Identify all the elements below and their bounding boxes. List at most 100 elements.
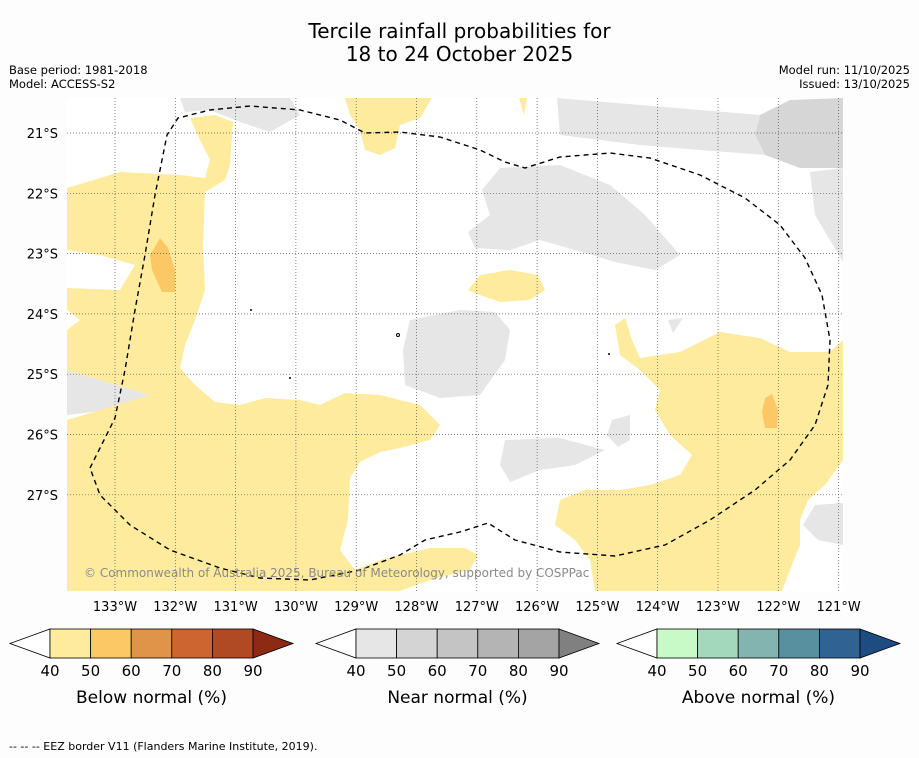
lon-label: 121°W (817, 600, 861, 615)
near-normal-region (67, 370, 150, 415)
lon-label: 127°W (455, 600, 499, 615)
colorbar-segment (477, 628, 519, 659)
colorbar-tick-label: 70 (162, 662, 181, 680)
colorbar-title: Below normal (%) (76, 688, 227, 708)
copyright-notice: © Commonwealth of Australia 2025, Bureau… (84, 566, 590, 580)
colorbar-tick-label: 50 (688, 662, 707, 680)
near-normal-region (668, 318, 683, 333)
colorbar-tick-label: 90 (243, 662, 262, 680)
below-normal-region-east (555, 318, 843, 591)
colorbar: 40 50 60 70 80 90 Above normal (%) (615, 628, 902, 708)
lat-label: 25°S (27, 368, 58, 383)
colorbar-segment (171, 628, 213, 659)
lat-label: 23°S (27, 248, 58, 263)
colorbar-extend-low (314, 628, 357, 659)
meta-right: Model run: 11/10/2025 Issued: 13/10/2025 (779, 63, 910, 91)
eez-border (89, 105, 831, 581)
colorbar-tick-label: 50 (387, 662, 406, 680)
below-normal-region-center (468, 270, 545, 302)
colorbar-title: Near normal (%) (387, 688, 527, 708)
longitude-labels: 133°W 132°W 131°W 130°W 129°W 128°W 127°W 126°W… (93, 600, 861, 615)
colorbar-segment (819, 628, 861, 659)
colorbar-tick-label: 60 (428, 662, 447, 680)
colorbar-extend-high (558, 628, 601, 659)
lat-label: 24°S (27, 308, 58, 323)
near-normal-region (180, 98, 300, 132)
map-title: Tercile rainfall probabilities for 18 to… (0, 20, 919, 66)
colorbar-tick-label: 80 (509, 662, 528, 680)
colorbars: 40 50 60 70 80 90 Below normal (%) 40 50 60 70 80 90… (8, 628, 902, 708)
colorbar-tick-label: 70 (468, 662, 487, 680)
meta-left: Base period: 1981-2018 Model: ACCESS-S2 (9, 63, 148, 91)
base-period: Base period: 1981-2018 (9, 63, 148, 77)
below-normal-region-small (519, 98, 527, 115)
near-normal-region (803, 503, 843, 545)
colorbar-tick-label: 40 (40, 662, 59, 680)
lon-label: 133°W (93, 600, 137, 615)
below-normal-region-north (345, 98, 432, 155)
colorbar-segment (518, 628, 560, 659)
near-normal-region (403, 310, 510, 398)
near-normal-region (468, 165, 680, 270)
lat-label: 27°S (27, 489, 58, 504)
lat-label: 26°S (27, 429, 58, 444)
lon-label: 130°W (274, 600, 318, 615)
island-marker (608, 353, 610, 355)
lon-label: 123°W (696, 600, 740, 615)
title-line-2: 18 to 24 October 2025 (345, 42, 574, 66)
colorbar-segment (697, 628, 739, 659)
island-marker (396, 333, 400, 337)
latitude-labels: 21°S 22°S 23°S 24°S 25°S 26°S 27°S (27, 127, 58, 504)
colorbar-segment (355, 628, 397, 659)
lon-label: 132°W (153, 600, 197, 615)
colorbar-segment (211, 628, 254, 659)
title-line-1: Tercile rainfall probabilities for (308, 19, 611, 43)
colorbar-segment (737, 628, 780, 659)
gridlines (67, 98, 843, 591)
issued-date: Issued: 13/10/2025 (799, 77, 910, 91)
near-normal-region (557, 98, 765, 155)
colorbar-segment (90, 628, 132, 659)
near-normal-region (607, 415, 630, 447)
colorbar-tick-label: 50 (81, 662, 100, 680)
colorbar-tick-label: 80 (203, 662, 222, 680)
lat-label: 21°S (27, 127, 58, 142)
eez-footnote: -- -- -- EEZ border V11 (Flanders Marine… (9, 740, 318, 753)
colorbar-tick-label: 90 (549, 662, 568, 680)
lon-label: 128°W (394, 600, 438, 615)
model-run: Model run: 11/10/2025 (778, 63, 910, 77)
colorbar-segment (656, 628, 698, 659)
colorbar-tick-label: 40 (647, 662, 666, 680)
colorbar: 40 50 60 70 80 90 Near normal (%) (314, 628, 601, 708)
colorbar-segment (49, 628, 91, 659)
near-normal-region (500, 438, 605, 482)
colorbar-tick-label: 60 (122, 662, 141, 680)
colorbar-extend-high (252, 628, 295, 659)
colorbar-segment (436, 628, 479, 659)
map-area (67, 98, 843, 591)
colorbar-segment (396, 628, 438, 659)
colorbar-extend-low (8, 628, 51, 659)
colorbar-segment (778, 628, 820, 659)
colorbar: 40 50 60 70 80 90 Below normal (%) (8, 628, 295, 708)
model-name: Model: ACCESS-S2 (9, 77, 116, 91)
lon-label: 131°W (214, 600, 258, 615)
colorbar-title: Above normal (%) (682, 688, 835, 708)
island-marker (250, 309, 252, 311)
colorbar-tick-label: 70 (769, 662, 788, 680)
lon-label: 129°W (334, 600, 378, 615)
colorbar-tick-label: 90 (850, 662, 869, 680)
colorbar-tick-label: 80 (810, 662, 829, 680)
lon-label: 126°W (515, 600, 559, 615)
colorbar-extend-high (859, 628, 902, 659)
island-marker (289, 377, 291, 379)
below-normal-region-west (67, 115, 478, 591)
lat-label: 22°S (27, 187, 58, 202)
lon-label: 124°W (636, 600, 680, 615)
colorbar-tick-label: 60 (729, 662, 748, 680)
below-normal-60-region (762, 394, 778, 428)
colorbar-tick-label: 40 (346, 662, 365, 680)
lon-label: 122°W (756, 600, 800, 615)
lon-label: 125°W (575, 600, 619, 615)
